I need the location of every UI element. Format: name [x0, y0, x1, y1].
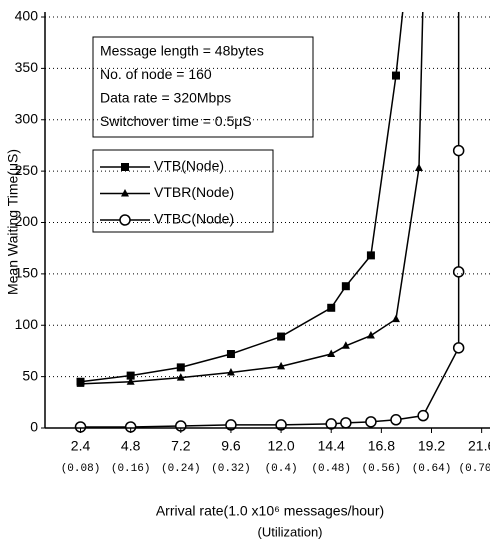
x-tick-label: 2.4: [71, 438, 91, 454]
x-tick-sublabel: (0.24): [161, 463, 201, 475]
data-point: [390, 414, 402, 426]
x-tick-label: 19.2: [418, 438, 445, 454]
data-point: [391, 71, 400, 80]
data-point: [341, 341, 350, 349]
data-point: [226, 350, 235, 359]
legend-label: VTBR(Node): [154, 184, 234, 200]
x-tick-label: 16.8: [368, 438, 395, 454]
annotation: Data rate = 320Mbps: [100, 90, 231, 106]
data-point: [391, 314, 400, 323]
data-point: [126, 371, 135, 380]
data-point: [327, 303, 336, 312]
data-point: [454, 0, 464, 1]
annotation: Switchover time = 0.5μS: [100, 113, 252, 129]
annotation: Message length = 48bytes: [100, 43, 264, 59]
y-tick-label: 200: [15, 213, 39, 229]
data-point: [452, 266, 465, 278]
y-tick-label: 300: [15, 110, 39, 126]
data-point: [341, 282, 350, 291]
x-tick-sublabel: (0.64): [412, 463, 452, 475]
annotation: No. of node = 160: [100, 66, 212, 82]
data-point: [366, 331, 375, 339]
y-tick-label: 100: [15, 316, 39, 332]
data-point: [340, 417, 352, 429]
x-tick-sublabel: (0.08): [61, 463, 101, 475]
x-tick-sublabel: (0.48): [311, 463, 351, 475]
data-point: [452, 342, 465, 354]
legend-label: VTBC(Node): [154, 211, 234, 227]
data-point: [76, 379, 85, 387]
x-tick-label: 4.8: [121, 438, 141, 454]
x-tick-sublabel: (0.4): [265, 463, 298, 475]
y-tick-label: 350: [15, 59, 39, 75]
data-point: [414, 163, 423, 172]
x-tick-sublabel: (0.56): [362, 463, 402, 475]
x-tick-sublabel: (0.16): [111, 463, 151, 475]
x-tick-label: 21.6: [468, 438, 490, 454]
x-axis-label: Arrival rate(1.0 x10⁶ messages/hour): [156, 503, 384, 519]
data-point: [176, 373, 185, 381]
legend-label: VTB(Node): [154, 158, 224, 174]
data-point: [452, 144, 465, 157]
y-axis-label: Mean Waiting Time(μS): [5, 149, 21, 295]
x-tick-sublabel: (0.32): [211, 463, 251, 475]
plot-area: [74, 0, 465, 433]
x-tick-label: 12.0: [267, 438, 294, 454]
y-tick-label: 0: [30, 419, 38, 435]
data-point: [417, 409, 429, 422]
legend-marker: [121, 163, 129, 171]
data-point: [226, 368, 235, 376]
y-tick-label: 400: [15, 8, 39, 24]
y-tick-label: 50: [22, 367, 38, 383]
x-tick-label: 14.4: [318, 438, 345, 454]
data-point: [277, 332, 286, 341]
series-line: [80, 12, 460, 428]
data-point: [365, 416, 377, 428]
data-point: [126, 377, 135, 385]
y-tick-label: 150: [15, 265, 39, 281]
y-tick-label: 250: [15, 162, 39, 178]
data-point: [327, 349, 336, 358]
data-point: [366, 251, 375, 260]
legend-marker: [119, 214, 131, 226]
info-box: [92, 36, 314, 138]
legend-marker: [121, 189, 129, 197]
data-point: [176, 363, 185, 372]
x-tick-sublabel: (0.705): [459, 463, 490, 475]
x-tick-label: 9.6: [221, 438, 241, 454]
x-axis-label-2: (Utilization): [257, 524, 322, 539]
series-line: [80, 12, 404, 383]
data-point: [277, 361, 286, 370]
x-tick-label: 7.2: [171, 438, 191, 454]
